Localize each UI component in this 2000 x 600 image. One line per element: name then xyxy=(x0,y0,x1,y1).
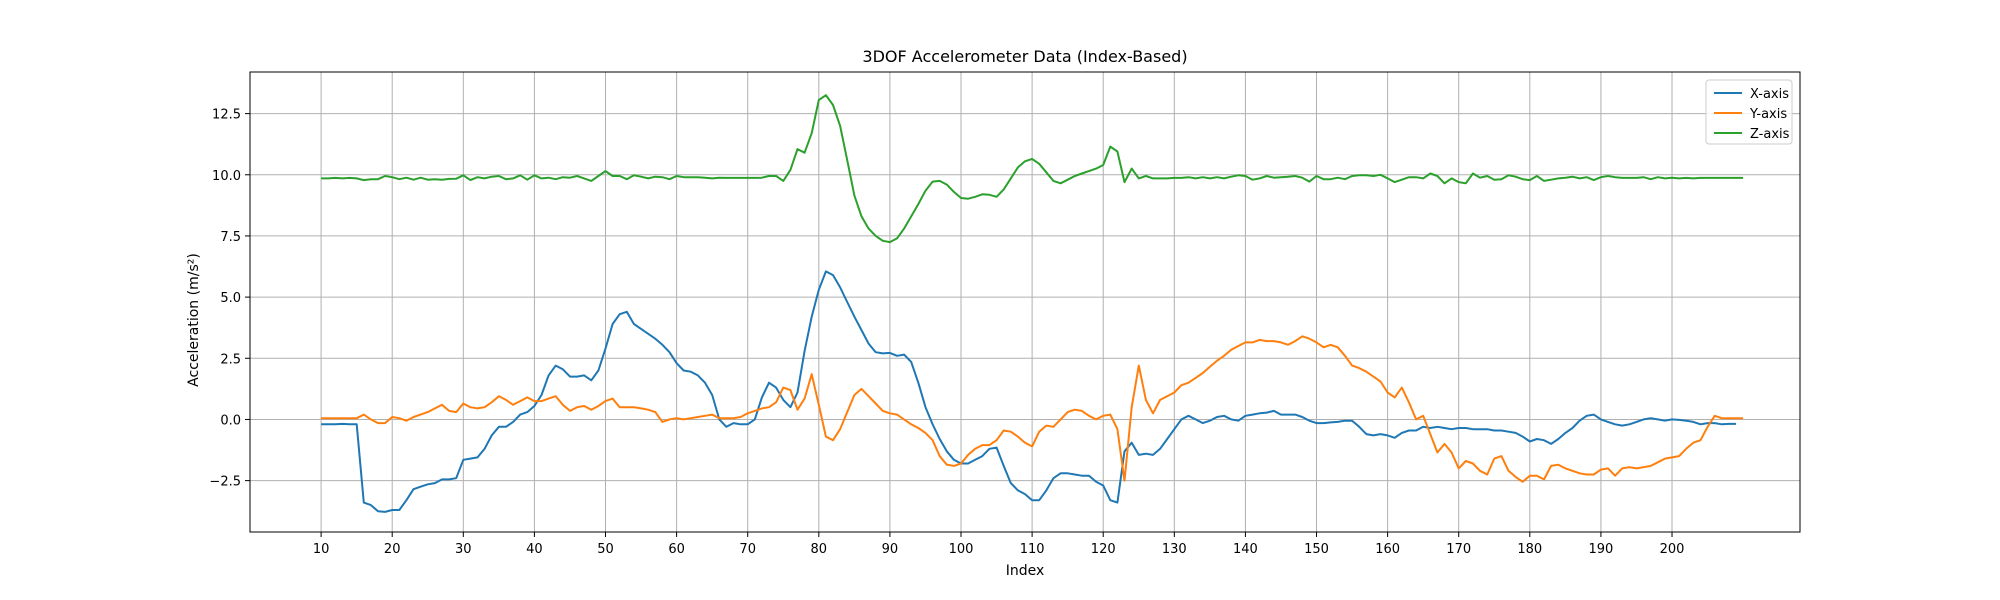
x-tick-label: 150 xyxy=(1304,542,1329,557)
grid-lines xyxy=(250,72,1800,532)
x-tick-label: 90 xyxy=(882,542,899,557)
legend-label: Z-axis xyxy=(1750,127,1790,142)
y-tick-label: 7.5 xyxy=(220,230,241,245)
x-tick-label: 200 xyxy=(1660,542,1685,557)
x-tick-label: 40 xyxy=(526,542,543,557)
x-tick-label: 110 xyxy=(1020,542,1045,557)
series-line-y-axis xyxy=(321,335,1744,483)
y-tick-label: 12.5 xyxy=(212,108,241,123)
y-tick-label: 0.0 xyxy=(220,413,241,428)
x-tick-label: 60 xyxy=(668,542,685,557)
chart-title: 3DOF Accelerometer Data (Index-Based) xyxy=(862,47,1187,66)
legend: X-axis Y-axis Z-axis xyxy=(1705,79,1793,145)
y-axis-label: Acceleration (m/s²) xyxy=(186,253,202,387)
y-tick-label: 5.0 xyxy=(220,291,241,306)
x-axis-label: Index xyxy=(1006,563,1045,579)
x-tick-label: 10 xyxy=(313,542,330,557)
legend-label: X-axis xyxy=(1750,87,1789,102)
x-tick-label: 100 xyxy=(949,542,974,557)
x-tick-label: 80 xyxy=(811,542,828,557)
legend-box xyxy=(1705,79,1793,145)
x-tick-label: 70 xyxy=(739,542,756,557)
x-tick-label: 20 xyxy=(384,542,401,557)
x-tick-label: 50 xyxy=(597,542,614,557)
x-tick-label: 170 xyxy=(1446,542,1471,557)
y-tick-label: 10.0 xyxy=(212,169,241,184)
plot-frame xyxy=(249,71,1801,533)
series-line-x-axis xyxy=(321,270,1736,513)
axes: 10 20 30 40 50 60 70 80 90 100 110 120 130 140 150 160 1… xyxy=(209,108,1684,557)
x-tick-label: 180 xyxy=(1517,542,1542,557)
legend-label: Y-axis xyxy=(1749,107,1787,122)
x-tick-label: 120 xyxy=(1091,542,1116,557)
series-lines xyxy=(321,94,1744,513)
y-tick-label: 2.5 xyxy=(220,352,241,367)
x-tick-label: 140 xyxy=(1233,542,1258,557)
series-line-z-axis xyxy=(321,94,1744,244)
x-tick-label: 190 xyxy=(1589,542,1614,557)
x-tick-label: 130 xyxy=(1162,542,1187,557)
x-tick-label: 30 xyxy=(455,542,472,557)
x-tick-label: 160 xyxy=(1375,542,1400,557)
y-tick-label: −2.5 xyxy=(209,475,241,490)
